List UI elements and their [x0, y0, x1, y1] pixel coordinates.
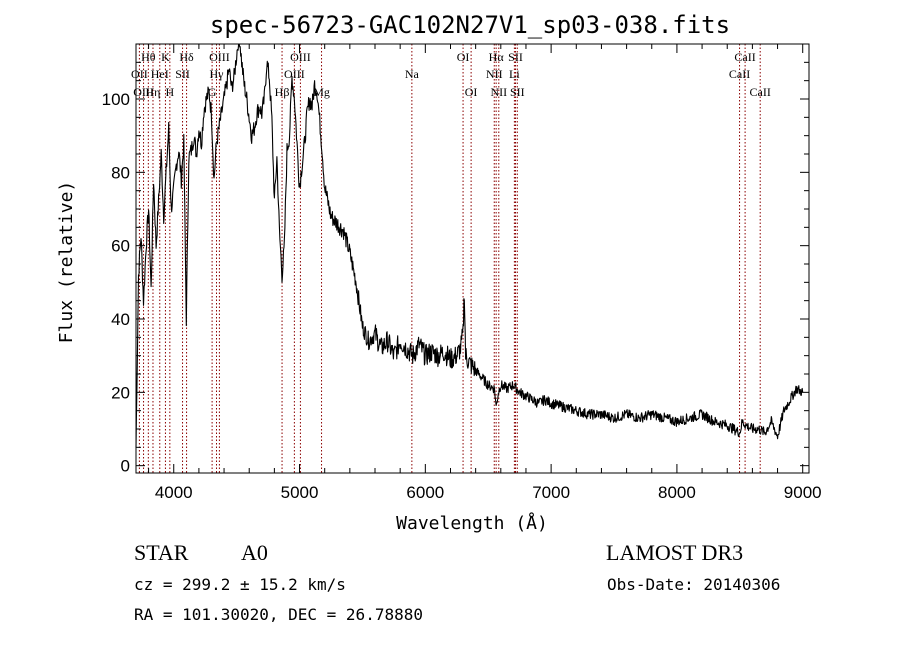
spectral-line-label: Hδ: [179, 50, 194, 64]
spectral-line-label: Na: [405, 67, 420, 81]
spectral-line-label: CaII: [729, 67, 750, 81]
chart-title: spec-56723-GAC102N27V1_sp03-038.fits: [210, 11, 730, 39]
x-tick-label: 8000: [658, 483, 696, 502]
spectral-line-label: OIII: [133, 85, 154, 99]
plot-frame: [135, 43, 810, 474]
survey-name: LAMOST DR3: [606, 540, 743, 565]
spectral-line-label: Hη: [146, 85, 161, 99]
spectral-line-label: OI: [457, 50, 470, 64]
spectral-line-label: Li: [509, 67, 520, 81]
spectral-line-label: OI: [465, 85, 478, 99]
spectrum-layer: [135, 43, 804, 448]
spectral-line-label: SII: [510, 85, 525, 99]
x-tick-label: 7000: [532, 483, 570, 502]
y-tick-label: 60: [111, 237, 130, 256]
spectral-line-label: G: [208, 85, 217, 99]
spectral-line-label: Hβ: [275, 85, 290, 99]
y-tick-label: 0: [121, 457, 130, 476]
y-tick-label: 20: [111, 383, 130, 402]
x-tick-label: 5000: [281, 483, 319, 502]
y-axis-label: Flux (relative): [56, 181, 77, 344]
x-tick-label: 4000: [155, 483, 193, 502]
spectral-line-label: OIII: [284, 67, 305, 81]
y-tick-label: 100: [102, 90, 130, 109]
spectral-line-label: Hα: [489, 50, 505, 64]
y-tick-label: 80: [111, 163, 130, 182]
star-subclass: A0: [241, 540, 268, 565]
x-tick-label: 6000: [406, 483, 444, 502]
spectral-line-label: Hγ: [210, 67, 225, 81]
spectral-lines-layer: [138, 44, 761, 473]
spectral-line-label: H: [166, 85, 175, 99]
spectral-line-label: HeI: [151, 67, 169, 81]
x-tick-label: 9000: [784, 483, 822, 502]
coordinates-info: RA = 101.30020, DEC = 26.78880: [134, 605, 423, 624]
spectral-line-label: OIII: [209, 50, 230, 64]
redshift-info: cz = 299.2 ± 15.2 km/s: [134, 575, 346, 594]
spectral-line-label: OII: [131, 67, 148, 81]
spectral-line-label: CaII: [750, 85, 771, 99]
observation-date: Obs-Date: 20140306: [607, 575, 780, 594]
star-class: STAR: [134, 540, 189, 565]
spectral-line-label: NII: [490, 85, 507, 99]
spectral-line-label: OIII: [290, 50, 311, 64]
spectral-line-label: K: [161, 50, 170, 64]
spectral-line-label: NII: [486, 67, 503, 81]
y-tick-label: 40: [111, 310, 130, 329]
x-axis-label: Wavelength (Å): [396, 512, 548, 534]
spectrum-line: [135, 43, 804, 448]
axis-ticks-layer: 4000 5000 6000 7000 8000 9000 0 20 40 60 80 100: [102, 44, 822, 502]
spectral-line-label: CaII: [734, 50, 755, 64]
spectral-line-label: Hθ: [141, 50, 156, 64]
spectral-line-label: Mg: [313, 85, 330, 99]
spectral-line-label: SII: [175, 67, 190, 81]
spectral-line-label: SII: [508, 50, 523, 64]
